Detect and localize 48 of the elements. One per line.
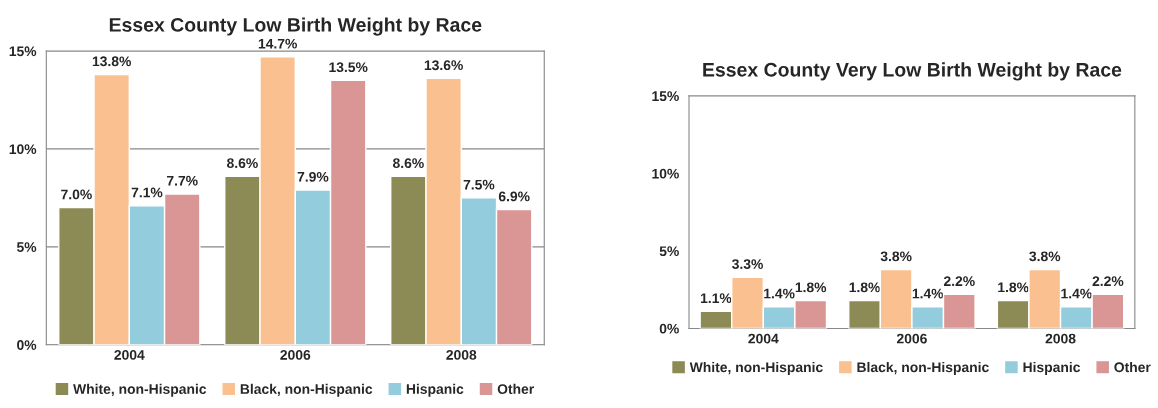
data-label: 3.3% xyxy=(732,259,763,269)
chart-title: Essex County Very Low Birth Weight by Race xyxy=(703,62,1122,81)
data-label: 6.9% xyxy=(498,191,530,202)
y-tick-label: 5% xyxy=(659,246,679,257)
legend-label: White, non-Hispanic xyxy=(73,383,207,397)
x-tick-label: 2004 xyxy=(748,333,779,344)
y-tick-label: 5% xyxy=(16,242,37,253)
y-tick-label: 0% xyxy=(659,323,679,334)
legend-label: Other xyxy=(1114,361,1151,373)
x-tick-label: 2006 xyxy=(896,333,927,344)
data-label: 7.9% xyxy=(297,171,329,182)
data-label: 13.6% xyxy=(424,60,463,71)
y-tick-label: 0% xyxy=(17,340,37,350)
data-label: 8.6% xyxy=(392,158,424,169)
data-label: 13.8% xyxy=(92,56,131,67)
data-label: 7.1% xyxy=(131,187,163,198)
legend-label: Black, non-Hispanic xyxy=(857,361,989,375)
data-label: 1.4% xyxy=(1061,288,1092,299)
legend-label: Other xyxy=(497,383,534,394)
chart-title: Essex County Low Birth Weight by Race xyxy=(109,17,482,36)
data-label: 1.4% xyxy=(764,288,795,299)
data-label: 1.1% xyxy=(700,293,732,304)
x-tick-label: 2008 xyxy=(1045,333,1076,344)
x-tick-label: 2004 xyxy=(114,349,145,360)
data-label: 14.7% xyxy=(258,38,297,49)
data-label: 3.8% xyxy=(880,251,912,262)
y-tick-label: 10% xyxy=(9,144,37,155)
data-label: 1.4% xyxy=(912,288,944,299)
y-tick-label: 15% xyxy=(9,46,37,57)
x-tick-label: 2008 xyxy=(446,349,477,360)
data-label: 13.5% xyxy=(329,62,368,73)
data-label: 1.8% xyxy=(998,282,1029,293)
data-label: 7.7% xyxy=(166,175,198,186)
legend-label: Black, non-Hispanic xyxy=(240,383,373,397)
data-label: 1.8% xyxy=(849,282,881,293)
data-label: 2.2% xyxy=(1092,276,1124,286)
legend-label: Hispanic xyxy=(1023,361,1081,375)
data-label: 2.2% xyxy=(943,276,975,286)
legend-label: Hispanic xyxy=(406,383,464,397)
data-label: 7.5% xyxy=(463,179,495,190)
y-tick-label: 15% xyxy=(652,91,679,102)
legend-label: White, non-Hispanic xyxy=(689,361,823,375)
data-label: 3.8% xyxy=(1029,251,1061,262)
data-label: 1.8% xyxy=(795,282,827,293)
data-label: 7.0% xyxy=(61,189,92,200)
y-tick-label: 10% xyxy=(652,168,679,179)
x-tick-label: 2006 xyxy=(280,349,311,360)
data-label: 8.6% xyxy=(227,158,258,169)
